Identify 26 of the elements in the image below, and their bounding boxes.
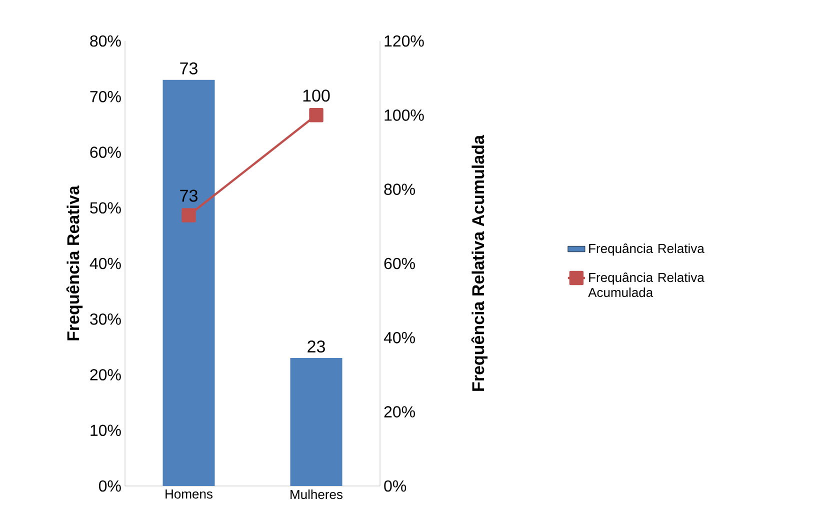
y2-tick-label: 40% — [384, 332, 415, 344]
data-label: 73 — [180, 190, 198, 202]
y-tick-label: 70% — [90, 90, 121, 102]
legend-label: Frequância Relativa — [589, 244, 704, 256]
x-tick-label: Homens — [166, 490, 212, 499]
data-label: 23 — [308, 340, 325, 353]
y2-tick-label: 100% — [384, 110, 424, 121]
y2-axis-title: Frequência Relativa Acumulada — [471, 134, 488, 391]
y2-tick-label: 20% — [384, 406, 415, 418]
y-tick-label: 0% — [98, 480, 121, 492]
y-tick-label: 40% — [90, 258, 121, 270]
y-tick-label: 50% — [90, 202, 121, 214]
data-label: 73 — [180, 62, 198, 74]
y-tick-label: 10% — [90, 424, 121, 436]
y-tick-label: 80% — [90, 35, 121, 47]
y2-tick-label: 120% — [384, 35, 424, 47]
y2-tick-label: 60% — [384, 258, 415, 270]
y2-tick-label: 0% — [384, 480, 406, 492]
y-axis-title: Frequência Reativa — [66, 185, 83, 340]
y-tick-label: 20% — [90, 369, 121, 380]
y-tick-label: 30% — [90, 313, 121, 325]
legend-label: Frequância Relativa Acumulada — [588, 272, 704, 298]
y2-tick-label: 80% — [384, 184, 415, 195]
data-label: 100 — [303, 90, 330, 102]
y-tick-label: 60% — [90, 146, 121, 158]
x-tick-label: Mulheres — [290, 490, 343, 500]
